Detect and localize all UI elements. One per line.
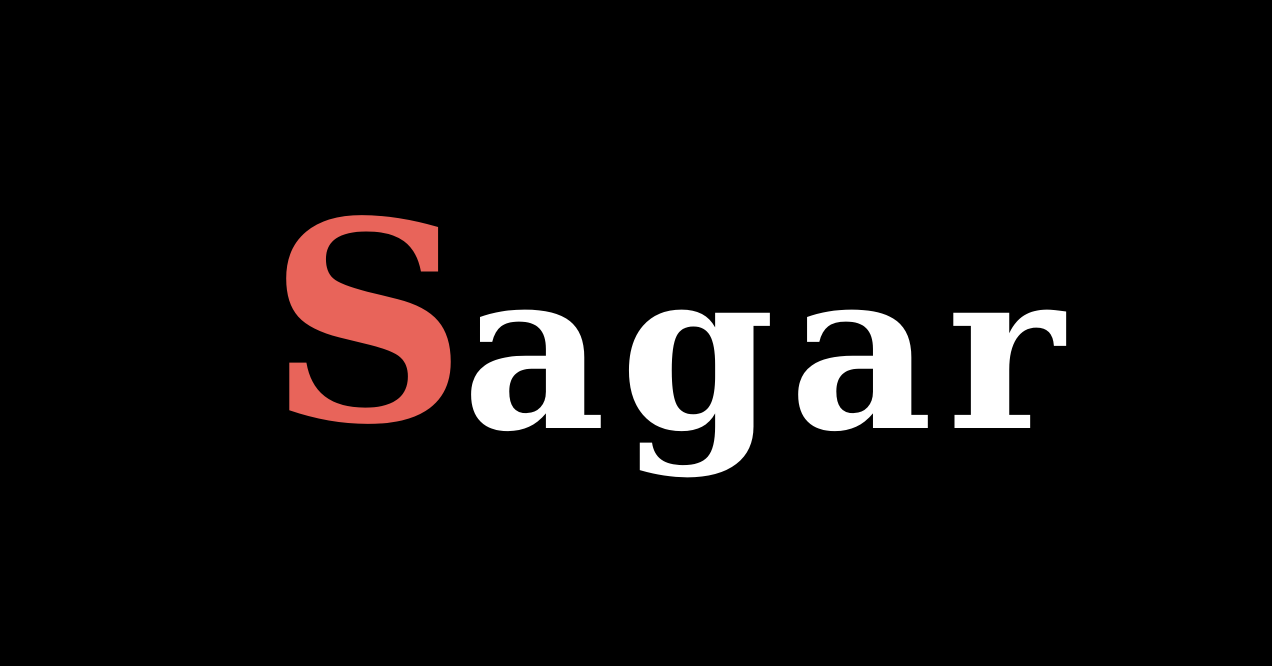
logo-initial: S (268, 162, 468, 486)
logo-rest: agar (462, 221, 1078, 481)
